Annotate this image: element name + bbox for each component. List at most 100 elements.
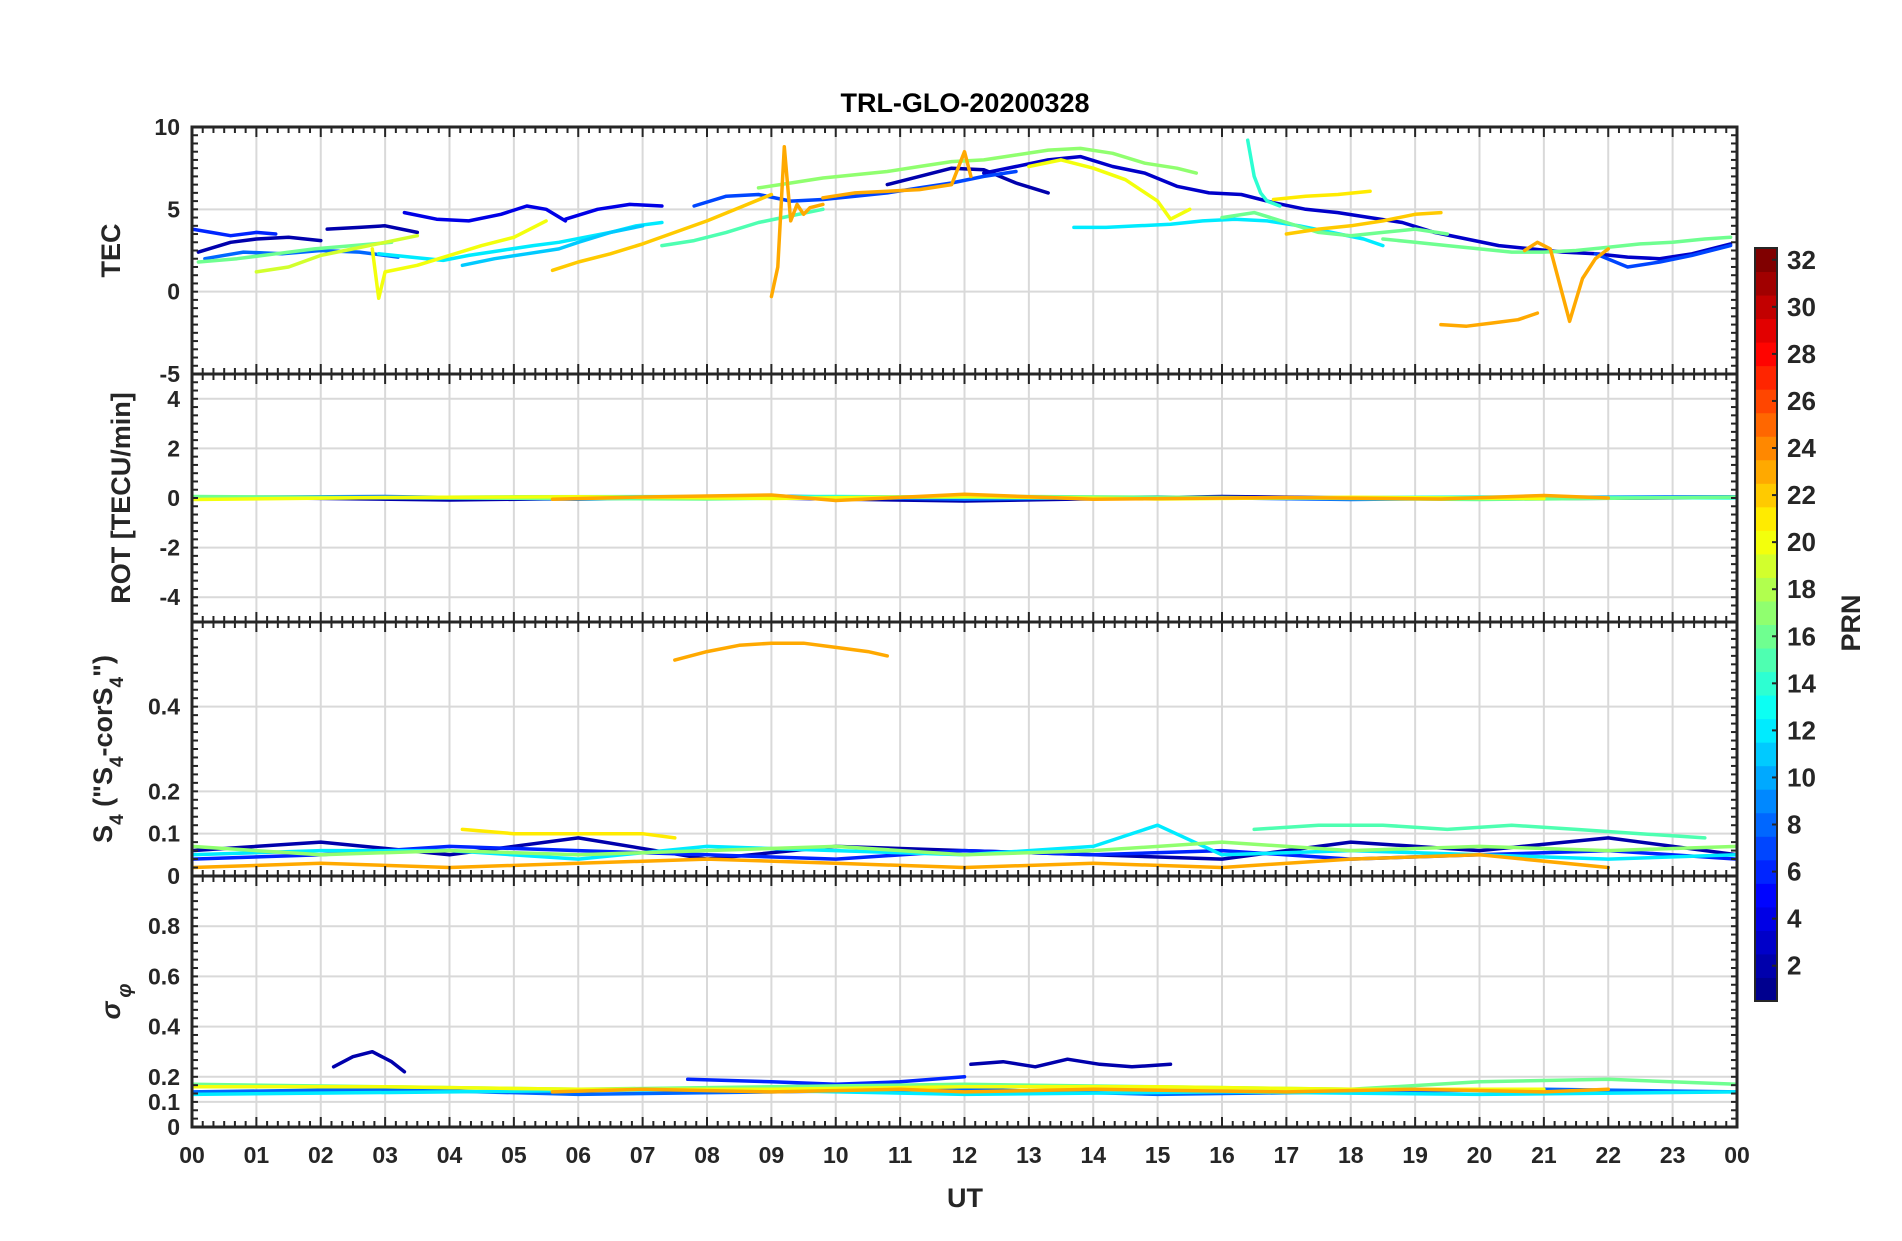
x-tick-label: 15 (1145, 1142, 1171, 1168)
tec-series-prn-19 (254, 233, 420, 274)
sigma-phi-series-prn-12 (192, 1087, 1737, 1097)
plot-panels: 00 01 02 03 04 05 06 07 08 09 10 11 12 13 14 15 16 17 18 19… (88, 114, 1750, 1168)
colorbar-tick-label: 8 (1787, 810, 1801, 840)
tec-series-prn-2 (325, 224, 420, 235)
colorbar-swatch (1755, 506, 1777, 531)
colorbar-swatch (1755, 836, 1777, 861)
tec-series-prn-21 (1271, 189, 1372, 202)
sigma-phi-y-tick-label: 0.4 (148, 1014, 180, 1040)
s4-y-tick-label: 0.4 (148, 694, 180, 720)
colorbar-swatch (1755, 318, 1777, 343)
colorbar-swatch (1755, 295, 1777, 320)
panel-s4: 0 0.1 0.2 0.4 S4 ("S4-corS4") (88, 620, 1739, 889)
s4-series-prn-23 (673, 641, 890, 662)
colorbar-swatch (1755, 436, 1777, 461)
tec-series-prn-17 (756, 146, 1199, 190)
colorbar-swatch (1755, 483, 1777, 508)
rot-y-tick-label: 0 (167, 485, 180, 511)
x-tick-label: 20 (1467, 1142, 1493, 1168)
colorbar-swatch (1755, 883, 1777, 908)
colorbar-tick-label: 10 (1787, 762, 1816, 792)
x-tick-label: 12 (952, 1142, 978, 1168)
tec-series-group (192, 138, 1733, 328)
s4-y-tick-label: 0 (167, 863, 180, 889)
sigma-phi-series-prn-2 (969, 1057, 1173, 1069)
rot-y-tick-label: 2 (167, 435, 180, 461)
rot-y-axis-title: ROT [TECU/min] (106, 392, 136, 603)
s4-series-group (192, 641, 1737, 870)
tec-series-prn-23 (769, 145, 825, 299)
colorbar-frame (1754, 247, 1778, 1002)
colorbar-tick-label: 32 (1787, 245, 1816, 275)
rot-series-prn-23 (550, 492, 1611, 503)
sigma-phi-series-prn-20 (192, 1085, 1546, 1092)
sigma-phi-y-tick-label: 0.1 (148, 1089, 180, 1115)
tec-series-prn-7 (1593, 243, 1733, 269)
tec-series-prn-23 (1522, 240, 1611, 324)
sigma-phi-y-tick-label: 0.6 (148, 963, 180, 989)
x-tick-label: 01 (244, 1142, 270, 1168)
rot-series-group (192, 492, 1737, 503)
x-tick-label: 10 (823, 1142, 849, 1168)
tec-series-prn-16 (1381, 235, 1733, 254)
colorbar-tick-label: 12 (1787, 715, 1816, 745)
colorbar-swatch (1755, 342, 1777, 367)
sigma-phi-y-tick-label: 0.8 (148, 913, 180, 939)
tec-y-axis-title: TEC (96, 224, 126, 278)
colorbar-swatch (1755, 859, 1777, 884)
s4-y-axis-title: S4 ("S4-corS4") (88, 655, 128, 843)
tec-series-prn-2 (196, 235, 323, 254)
tec-series-prn-20 (370, 219, 548, 301)
colorbar-tick-label: 30 (1787, 292, 1816, 322)
panel-rot: -4 -2 0 2 4 ROT [TECU/min] (106, 372, 1739, 624)
x-tick-label: 21 (1531, 1142, 1557, 1168)
x-tick-label: 11 (888, 1142, 913, 1168)
tec-series-prn-4 (563, 202, 664, 221)
tec-y-tick-label: 10 (154, 114, 180, 140)
x-tick-label: 19 (1402, 1142, 1428, 1168)
x-tick-label: 13 (1016, 1142, 1042, 1168)
colorbar-tick-label: 22 (1787, 480, 1816, 510)
x-tick-label: 04 (437, 1142, 463, 1168)
x-tick-label: 18 (1338, 1142, 1364, 1168)
chart-title: TRL-GLO-20200328 (840, 88, 1089, 118)
colorbar-swatch (1755, 389, 1777, 414)
rot-y-tick-label: 4 (167, 386, 180, 412)
tec-series-prn-3 (982, 154, 1733, 261)
colorbar-swatch (1755, 695, 1777, 720)
colorbar-tick-label: 24 (1787, 433, 1816, 463)
rot-y-tick-label: -2 (160, 535, 180, 561)
tec-series-prn-12 (1072, 217, 1385, 248)
colorbar-tick-label: 26 (1787, 386, 1816, 416)
colorbar-swatch (1755, 530, 1777, 555)
colorbar-swatch (1755, 812, 1777, 837)
x-axis-ticks: 00 01 02 03 04 05 06 07 08 09 10 11 12 13 14 15 16 17 18 19… (179, 1142, 1750, 1168)
tec-series-prn-16 (196, 240, 394, 264)
sigma-phi-series-prn-2 (331, 1049, 407, 1074)
colorbar-tick-label: 4 (1787, 904, 1802, 934)
tec-series-prn-23 (1439, 311, 1540, 328)
sigma-phi-y-tick-label: 0 (167, 1114, 180, 1140)
colorbar-tick-label: 28 (1787, 339, 1816, 369)
colorbar-swatch (1755, 977, 1777, 1002)
colorbar-swatch (1755, 953, 1777, 978)
tec-series-prn-6 (192, 227, 278, 238)
colorbar-swatch (1755, 718, 1777, 743)
sigma-phi-series-prn-23 (550, 1087, 1611, 1094)
colorbar-swatch (1755, 742, 1777, 767)
colorbar-swatch (1755, 553, 1777, 578)
colorbar-title: PRN (1836, 594, 1866, 651)
colorbar-swatch (1755, 671, 1777, 696)
tec-minor-ticks (191, 126, 1738, 375)
tec-series-prn-4 (402, 204, 568, 223)
s4-y-tick-label: 0.2 (148, 778, 180, 804)
colorbar-swatch (1755, 271, 1777, 296)
colorbar-swatch (1755, 248, 1777, 273)
colorbar-swatch (1755, 648, 1777, 673)
s4-y-tick-label: 0.1 (148, 821, 180, 847)
colorbar-swatch (1755, 412, 1777, 437)
sigma-phi-series-group (192, 1049, 1737, 1097)
